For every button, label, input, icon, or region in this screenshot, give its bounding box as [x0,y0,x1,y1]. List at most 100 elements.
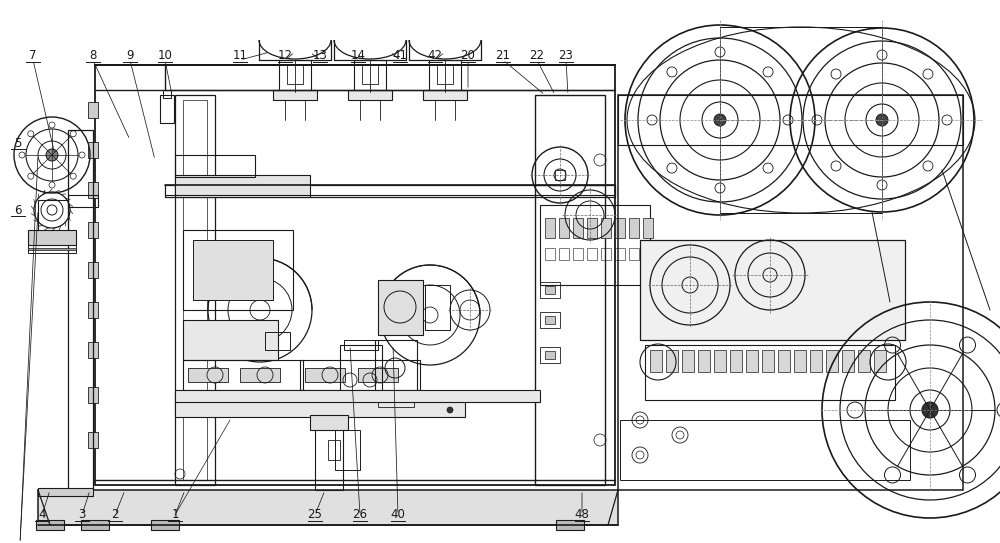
Circle shape [922,402,938,418]
Bar [629,248,639,260]
Text: 10: 10 [158,48,172,61]
Bar [794,350,806,372]
Bar [88,262,98,278]
Bar [559,248,569,260]
Bar [183,230,293,310]
Bar [615,248,625,260]
Bar [746,350,758,372]
Bar [842,350,854,372]
Text: 8: 8 [89,48,97,61]
Circle shape [876,114,888,126]
Bar [620,420,910,480]
Bar [643,218,653,238]
Text: 2: 2 [111,508,119,521]
Circle shape [447,407,453,413]
Bar [38,490,618,525]
Bar [540,312,560,328]
Bar [175,155,255,177]
Bar [720,27,882,213]
Bar [183,100,207,480]
Bar [273,90,317,100]
Bar [587,218,597,238]
Bar [423,90,467,100]
Bar [640,240,905,340]
Bar [358,368,398,382]
Text: 26: 26 [353,508,368,521]
Bar [344,340,378,350]
Text: 5: 5 [14,136,22,149]
Bar [88,102,98,118]
Text: 21: 21 [496,48,511,61]
Bar [535,95,605,485]
Bar [38,200,68,240]
Bar [559,218,569,238]
Text: 20: 20 [461,48,475,61]
Bar [175,390,540,402]
Bar [88,182,98,198]
Bar [88,432,98,448]
Bar [300,360,420,390]
Text: 23: 23 [559,48,573,61]
Bar [545,286,555,294]
Bar [175,175,310,197]
Bar [335,430,360,470]
Bar [279,60,311,92]
Bar [810,350,822,372]
Bar [240,368,280,382]
Bar [28,245,76,253]
Bar [730,350,742,372]
Bar [682,350,694,372]
Bar [68,130,93,490]
Text: 9: 9 [126,48,134,61]
Bar [618,95,963,145]
Bar [378,395,414,407]
Bar [165,185,615,197]
Bar [601,218,611,238]
Bar [193,240,273,300]
Bar [698,350,710,372]
Text: 48: 48 [575,508,589,521]
Bar [858,350,870,372]
Bar [762,350,774,372]
Bar [618,95,963,490]
Text: 4: 4 [38,508,46,521]
Bar [175,95,215,485]
Bar [826,350,838,372]
Bar [28,248,76,250]
Bar [601,248,611,260]
Bar [425,285,450,330]
Bar [650,350,662,372]
Bar [28,230,76,245]
Bar [545,248,555,260]
Text: 11: 11 [233,48,248,61]
Bar [342,390,380,402]
Text: 25: 25 [308,508,322,521]
Text: 1: 1 [171,508,179,521]
Bar [573,248,583,260]
Text: 6: 6 [14,204,22,217]
Bar [540,347,560,363]
Text: 3: 3 [78,508,86,521]
Bar [163,90,171,98]
Bar [645,345,895,400]
Bar [36,520,64,530]
Text: 12: 12 [278,48,293,61]
Bar [556,520,584,530]
Bar [88,222,98,238]
Bar [874,350,886,372]
Bar [310,415,348,430]
Bar [151,520,179,530]
Bar [265,332,290,350]
Text: 22: 22 [530,48,544,61]
Bar [315,420,343,490]
Text: 42: 42 [428,48,442,61]
Bar [573,218,583,238]
Text: 7: 7 [29,48,37,61]
Bar [68,195,98,207]
Bar [437,64,453,84]
Bar [540,205,650,285]
Bar [88,142,98,158]
Bar [429,60,461,92]
Bar [545,316,555,324]
Bar [615,218,625,238]
